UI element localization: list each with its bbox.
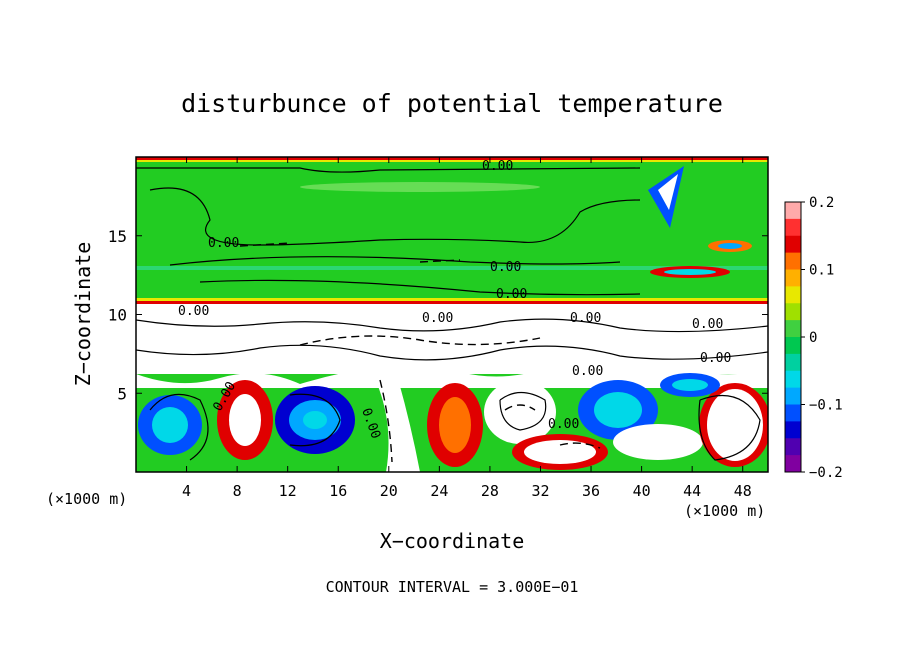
x-tick-label: 16 (329, 482, 347, 500)
x-axis-label: X−coordinate (380, 529, 525, 553)
eddy-7-inner (594, 392, 642, 428)
colorbar-tick-label: −0.1 (809, 398, 843, 414)
y-tick-label: 5 (117, 384, 127, 403)
contour-label: 0.00 (422, 311, 453, 326)
eddy-1-inner (152, 407, 188, 443)
light-green-patch (300, 182, 540, 192)
contour-label: 0.00 (208, 236, 239, 251)
colorbar-segment (785, 404, 801, 422)
colorbar-segment (785, 438, 801, 456)
x-axis-ticks: 4 8 12 16 20 24 28 32 36 40 44 48 (182, 157, 752, 500)
contour-label: 0.00 (548, 417, 579, 432)
eddy-8 (613, 424, 703, 460)
x-tick-label: 32 (531, 482, 549, 500)
upper-right-cone-core (658, 174, 678, 210)
colorbar-segment (785, 455, 801, 473)
upper-turbulent-layer (136, 304, 768, 374)
eddy-10-inner (672, 379, 708, 391)
top-band-yellow (136, 160, 768, 162)
x-tick-label: 40 (633, 482, 651, 500)
colorbar-segment (785, 252, 801, 270)
contour-label: 0.00 (700, 351, 731, 366)
eddy-2-inner (229, 394, 261, 446)
colorbar-tick-label: −0.2 (809, 465, 843, 481)
x-tick-label: 28 (481, 482, 499, 500)
colorbar-segment (785, 303, 801, 321)
y-axis-label: Z−coordinate (71, 242, 95, 387)
x-tick-label: 44 (683, 482, 701, 500)
x-tick-label: 8 (233, 482, 242, 500)
colorbar-segment (785, 218, 801, 237)
colorbar-tick-label: 0.2 (809, 195, 834, 211)
upper-right-blob-core (718, 243, 742, 249)
x-unit-label-right: (×1000 m) (684, 502, 765, 520)
contour-label: 0.00 (490, 260, 521, 275)
cyan-streak (136, 266, 768, 270)
contour-label: 0.00 (570, 311, 601, 326)
contour-label: 0.00 (496, 287, 527, 302)
contour-label: 0.00 (692, 317, 723, 332)
contour-interval-note: CONTOUR INTERVAL = 3.000E−01 (326, 578, 579, 596)
colorbar-segment (785, 387, 801, 405)
x-tick-label: 24 (430, 482, 448, 500)
eddy-4-inner (439, 397, 471, 453)
x-tick-label: 12 (279, 482, 297, 500)
colorbar-segment (785, 421, 801, 439)
contour-label: 0.00 (572, 364, 603, 379)
eddy-6-inner (524, 440, 596, 464)
colorbar-segment (785, 269, 801, 287)
y-axis-ticks: 5 10 15 (108, 227, 768, 403)
colorbar-segment (785, 337, 801, 355)
tropopause-yellow (136, 298, 768, 301)
y-tick-label: 15 (108, 227, 127, 246)
mid-right-streak-core (664, 269, 716, 275)
x-unit-label-left: (×1000 m) (46, 490, 127, 508)
contour-label: 0.00 (178, 304, 209, 319)
eddy-9-inner (707, 389, 763, 461)
eddy-3-core (303, 411, 327, 429)
colorbar-ticks: 0.2 0.1 0 −0.1 −0.2 (801, 195, 843, 481)
colorbar-segment (785, 320, 801, 338)
colorbar (785, 202, 801, 473)
dashed-contours (239, 242, 601, 463)
colorbar-segment (785, 235, 801, 254)
contour-label: 0.00 (482, 159, 513, 174)
colorbar-segment (785, 370, 801, 389)
top-band-red (136, 157, 768, 160)
chart-title: disturbunce of potential temperature (181, 89, 723, 118)
colorbar-tick-label: 0 (809, 330, 817, 346)
x-tick-label: 4 (182, 482, 191, 500)
colorbar-segment (785, 202, 801, 220)
x-tick-label: 48 (734, 482, 752, 500)
x-tick-label: 20 (380, 482, 398, 500)
x-tick-label: 36 (582, 482, 600, 500)
y-tick-label: 10 (108, 306, 127, 325)
contour-lines (136, 167, 768, 461)
colorbar-segment (785, 353, 801, 372)
colorbar-segment (785, 286, 801, 304)
heatmap-field (136, 157, 768, 472)
colorbar-tick-label: 0.1 (809, 263, 834, 279)
tropopause-red (136, 301, 768, 304)
